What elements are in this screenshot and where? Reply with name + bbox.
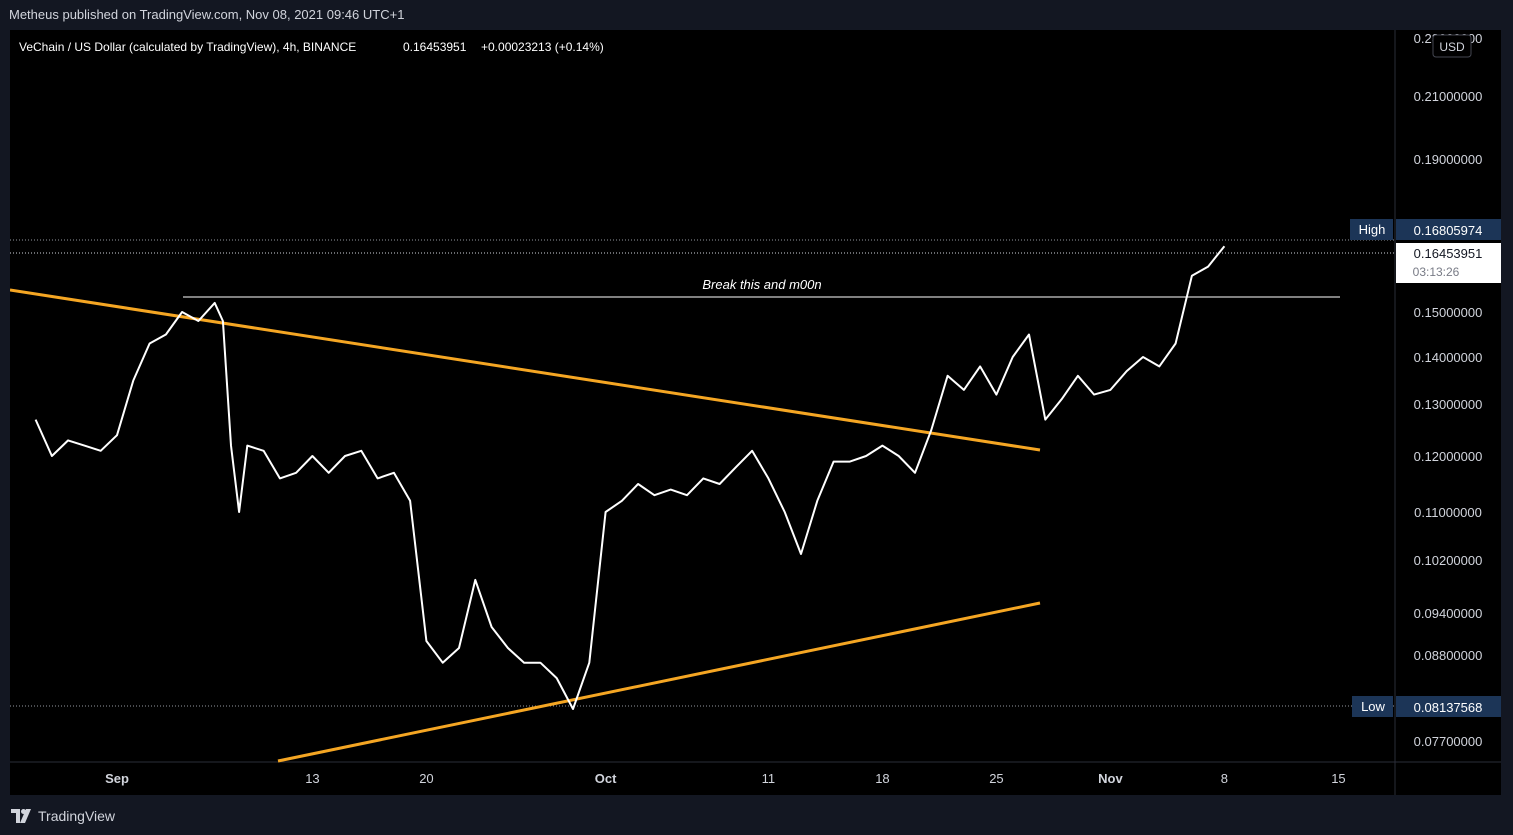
currency-badge-box [1432,34,1472,58]
last-price-box [1396,243,1501,283]
high-label-box [1350,219,1393,240]
price-tick-label: 0.21000000 [1414,89,1483,104]
time-tick-label: 18 [875,771,889,786]
price-chart[interactable]: VeChain / US Dollar (calculated by Tradi… [9,30,1501,795]
price-tick-label: 0.08800000 [1414,648,1483,663]
chart-frame[interactable]: VeChain / US Dollar (calculated by Tradi… [9,30,1501,795]
bar-countdown: 03:13:26 [1413,265,1460,279]
annotation-text: Break this and m00n [702,277,821,292]
price-tick-label: 0.15000000 [1414,305,1483,320]
time-tick-label: 13 [305,771,319,786]
high-label: High [1359,222,1386,237]
high-value-box [1396,219,1501,240]
time-tick-label: 25 [989,771,1003,786]
price-tick-label: 0.11000000 [1414,505,1482,520]
published-text: Metheus published on TradingView.com, No… [9,7,405,22]
descending-trendline[interactable] [9,288,1041,452]
low-value-box [1396,696,1501,717]
price-tick-label: 0.14000000 [1414,350,1483,365]
time-tick-label: 8 [1221,771,1228,786]
time-tick-label: Nov [1098,771,1123,786]
last-price-value: 0.16453951 [1414,246,1483,261]
price-tick-label: 0.09400000 [1414,606,1483,621]
high-value: 0.16805974 [1414,223,1483,238]
price-tick-label: 0.13000000 [1414,397,1483,412]
symbol-title: VeChain / US Dollar (calculated by Tradi… [19,40,356,54]
symbol-change: +0.00023213 (+0.14%) [481,40,604,54]
price-tick-label: 0.07700000 [1414,734,1483,749]
time-tick-label: 11 [762,771,776,786]
price-tick-label: 0.12000000 [1414,449,1483,464]
price-tick-label: 0.19000000 [1414,152,1483,167]
low-label-box [1352,696,1393,717]
currency-badge[interactable]: USD [1439,40,1465,54]
tradingview-brand[interactable]: TradingView [38,808,116,824]
symbol-last-price: 0.16453951 [403,40,467,54]
publisher-bar: Metheus published on TradingView.com, No… [0,0,1513,30]
low-label: Low [1361,699,1385,714]
time-tick-label: 15 [1331,771,1345,786]
low-value: 0.08137568 [1414,700,1483,715]
price-tick-label: 0.10200000 [1414,553,1483,568]
footer: TradingView [0,797,1513,835]
ascending-trendline[interactable] [277,601,1041,763]
price-series-line[interactable] [34,245,1226,710]
time-tick-label: 20 [419,771,433,786]
time-axis[interactable]: Sep 13 20 Oct 11 18 25 Nov 8 15 [105,771,1346,786]
tradingview-logo-icon[interactable] [11,809,35,823]
time-tick-label: Sep [105,771,129,786]
price-axis[interactable]: 0.230000000.210000000.190000000.15000000… [1414,31,1483,749]
time-tick-label: Oct [595,771,617,786]
